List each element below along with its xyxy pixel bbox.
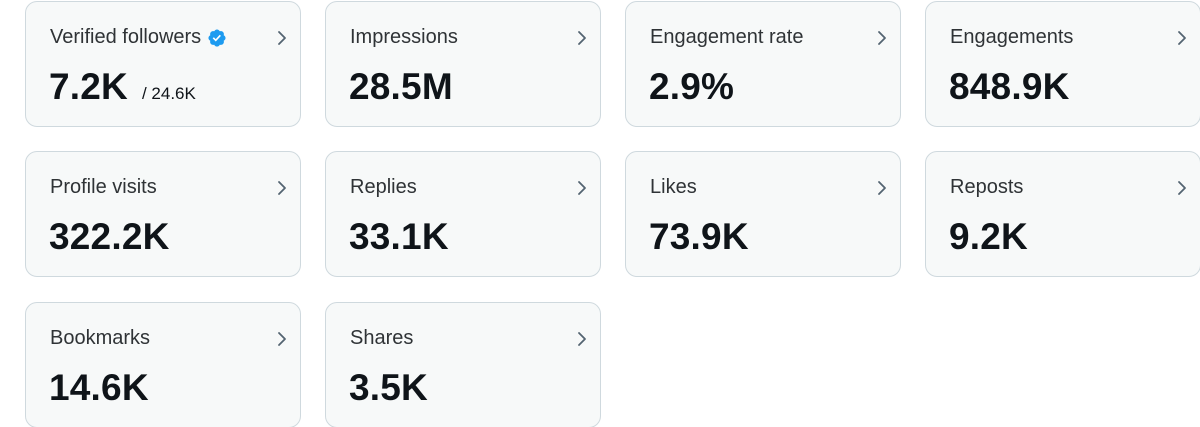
metric-value-row: 14.6K — [49, 367, 149, 409]
metric-value-row: 9.2K — [949, 216, 1028, 258]
chevron-right-icon[interactable] — [274, 330, 290, 348]
metric-value-row: 28.5M — [349, 66, 453, 108]
metric-card-verified-followers[interactable]: Verified followers 7.2K / 24.6K — [25, 1, 301, 127]
metric-label: Shares — [350, 327, 414, 349]
chevron-right-icon[interactable] — [874, 29, 890, 47]
metric-value-row: 7.2K / 24.6K — [49, 66, 196, 108]
chevron-right-icon[interactable] — [574, 330, 590, 348]
metric-value: 73.9K — [649, 216, 749, 257]
chevron-right-icon[interactable] — [574, 29, 590, 47]
metric-card-impressions[interactable]: Impressions 28.5M — [325, 1, 601, 127]
metric-card-engagements[interactable]: Engagements 848.9K — [925, 1, 1200, 127]
metric-value: 33.1K — [349, 216, 449, 257]
metric-label: Impressions — [350, 26, 458, 48]
metric-value-row: 73.9K — [649, 216, 749, 258]
chevron-right-icon[interactable] — [274, 29, 290, 47]
metric-label: Verified followers — [50, 26, 227, 49]
metric-card-profile-visits[interactable]: Profile visits 322.2K — [25, 151, 301, 277]
chevron-right-icon[interactable] — [1174, 29, 1190, 47]
metric-label-text: Verified followers — [50, 26, 202, 48]
chevron-right-icon[interactable] — [874, 179, 890, 197]
metric-value: 14.6K — [49, 367, 149, 408]
metric-value-row: 848.9K — [949, 66, 1070, 108]
metric-value-row: 322.2K — [49, 216, 170, 258]
metric-label: Reposts — [950, 176, 1024, 198]
metric-label: Likes — [650, 176, 697, 198]
metric-card-shares[interactable]: Shares 3.5K — [325, 302, 601, 427]
metric-card-bookmarks[interactable]: Bookmarks 14.6K — [25, 302, 301, 427]
metric-value-row: 2.9% — [649, 66, 734, 108]
metric-card-likes[interactable]: Likes 73.9K — [625, 151, 901, 277]
metric-label: Replies — [350, 176, 417, 198]
metric-value-row: 3.5K — [349, 367, 428, 409]
metric-value: 28.5M — [349, 66, 453, 107]
chevron-right-icon[interactable] — [574, 179, 590, 197]
metric-value: 7.2K — [49, 66, 128, 107]
metric-value: 9.2K — [949, 216, 1028, 257]
metric-value: 848.9K — [949, 66, 1070, 107]
metric-value: 3.5K — [349, 367, 428, 408]
metric-value: 322.2K — [49, 216, 170, 257]
chevron-right-icon[interactable] — [274, 179, 290, 197]
chevron-right-icon[interactable] — [1174, 179, 1190, 197]
verified-badge-icon — [208, 28, 226, 47]
metric-value: 2.9% — [649, 66, 735, 107]
metric-label: Engagements — [950, 26, 1074, 48]
metrics-grid: Verified followers 7.2K / 24.6K Impressi… — [25, 1, 1200, 427]
metric-value-row: 33.1K — [349, 216, 449, 258]
metric-total: / 24.6K — [141, 84, 196, 103]
metric-label: Profile visits — [50, 176, 157, 198]
metric-card-engagement-rate[interactable]: Engagement rate 2.9% — [625, 1, 901, 127]
metric-card-replies[interactable]: Replies 33.1K — [325, 151, 601, 277]
metric-label: Engagement rate — [650, 26, 804, 48]
metric-label: Bookmarks — [50, 327, 151, 349]
metric-card-reposts[interactable]: Reposts 9.2K — [925, 151, 1200, 277]
